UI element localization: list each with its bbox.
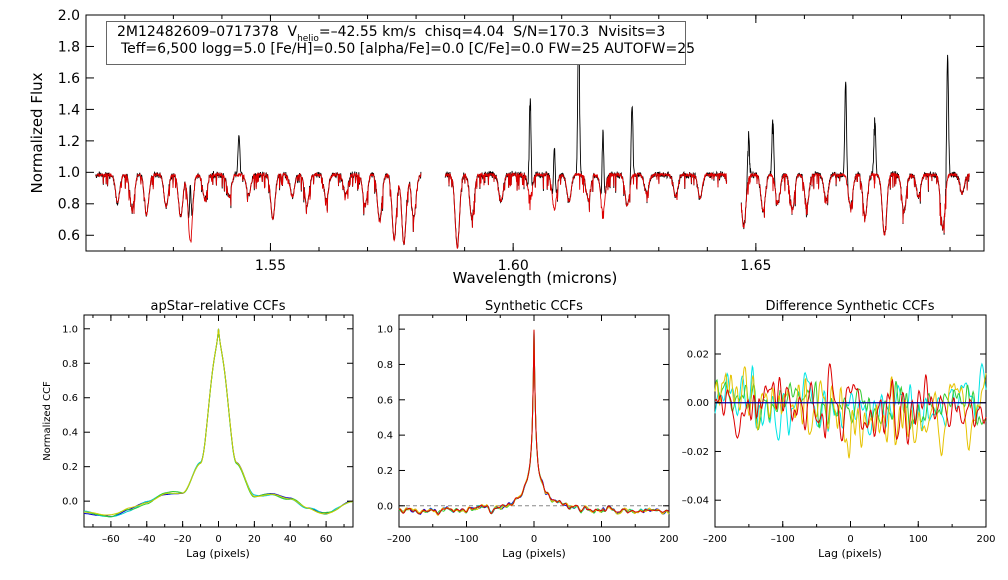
spectrum-ytick-label: 2.0: [58, 8, 80, 24]
synthetic-ccf-ticks: –200 –100 0 100 200 0.0 0.2 0.4 0.6 0.8 1.0: [377, 315, 679, 545]
spectrum-ytick-label: 1.0: [58, 165, 80, 181]
synthetic-ccf-ytick-label: 0.0: [377, 501, 393, 512]
spectrum-ytick-label: 0.8: [58, 197, 80, 213]
apstar-ccf-ytick-label: 0.8: [62, 359, 78, 370]
apstar-ccf-series-line: [84, 328, 354, 516]
apstar-ccf-ytick-label: 0.0: [62, 497, 78, 508]
diff-ccf-title: Difference Synthetic CCFs: [765, 299, 934, 314]
diff-ccf-ytick-label: 0.02: [687, 349, 709, 360]
apstar-ccf-ytick-label: 0.6: [62, 393, 78, 404]
spectrum-ticks: 1.55 1.60 1.65 0.6 0.8 1.0 1.2 1.4 1.6 1.8 2.0: [58, 8, 984, 274]
apstar-ccf-title: apStar–relative CCFs: [151, 299, 286, 314]
apstar-ccf-xtick-label: 20: [248, 534, 261, 545]
spectrum-observed-line: [95, 135, 422, 246]
apstar-ccf-ytick-label: 0.4: [62, 428, 78, 439]
diff-ccf-xtick-label: –200: [703, 534, 727, 545]
spectrum-ytick-label: 1.8: [58, 39, 80, 55]
synthetic-ccf-xtick-label: 100: [592, 534, 611, 545]
synthetic-ccf-ytick-label: 0.4: [377, 431, 393, 442]
apstar-ccf-frame: [83, 314, 354, 528]
spectrum-ytick-label: 0.6: [58, 228, 80, 244]
spectrum-synthetic-line: [740, 172, 970, 237]
synthetic-ccf-panel: –200 –100 0 100 200 0.0 0.2 0.4 0.6 0.8 1.0 Synthe…: [377, 299, 678, 560]
diff-ccf-ticks: –200 –100 0 100 200 –0.04 –0.02 0.00 0.02: [682, 315, 996, 545]
apstar-ccf-xtick-label: –20: [174, 534, 192, 545]
synthetic-ccf-xtick-label: –200: [387, 534, 411, 545]
apstar-ccf-ylabel: Normalized CCF: [42, 381, 53, 461]
spectrum-ytick-label: 1.6: [58, 71, 80, 87]
stellar-params: Teff=6,500 logg=5.0 [Fe/H]=0.50 [alpha/F…: [121, 41, 696, 57]
synthetic-ccf-ytick-label: 0.8: [377, 360, 393, 371]
apstar-ccf-series-line: [84, 328, 354, 518]
diff-ccf-ytick-label: –0.04: [682, 496, 709, 507]
synthetic-ccf-title: Synthetic CCFs: [485, 299, 583, 314]
diff-ccf-xtick-label: 100: [909, 534, 928, 545]
synthetic-ccf-xtick-label: 200: [659, 534, 678, 545]
spectrum-ytick-label: 1.4: [58, 102, 80, 118]
star-info-line2: Teff=6,500 logg=5.0 [Fe/H]=0.50 [alpha/F…: [121, 41, 695, 58]
star-info-box: 2M12482609–0717378 Vhelio=–42.55 km/s ch…: [106, 21, 695, 65]
apstar-ccf-xtick-label: 60: [320, 534, 333, 545]
spectrum-frame: [85, 14, 985, 252]
apstar-ccf-xlabel: Lag (pixels): [186, 547, 250, 560]
synthetic-ccf-xtick-label: 0: [531, 534, 537, 545]
vhelio: Vhelio=–42.55 km/s: [288, 24, 416, 44]
apstar-ccf-xtick-label: 0: [215, 534, 221, 545]
vhelio-subscript: helio: [297, 34, 319, 44]
apstar-ccf-panel: –60 –40 –20 0 20 40 60 0.0 0.2 0.4 0.6 0.8 1.0 apSta…: [42, 299, 354, 560]
synthetic-ccf-ytick-label: 0.6: [377, 395, 393, 406]
diff-ccf-xlabel: Lag (pixels): [818, 547, 882, 560]
synthetic-ccf-ytick-label: 0.2: [377, 466, 393, 477]
apstar-ccf-xtick-label: 40: [284, 534, 297, 545]
chisq: chisq=4.04: [424, 24, 505, 40]
synthetic-ccf-xtick-label: –100: [454, 534, 478, 545]
apstar-ccf-ticks: –60 –40 –20 0 20 40 60 0.0 0.2 0.4 0.6 0.8 1.0: [62, 315, 353, 545]
apstar-ccf-ytick-label: 1.0: [62, 324, 78, 335]
spectrum-xlabel: Wavelength (microns): [453, 269, 618, 287]
diff-ccf-xtick-label: 0: [847, 534, 853, 545]
diff-ccf-ytick-label: –0.02: [682, 447, 709, 458]
apstar-ccf-series-line: [83, 328, 354, 518]
diff-ccf-ytick-label: 0.00: [687, 398, 709, 409]
diff-ccf-xtick-label: 200: [976, 534, 995, 545]
apstar-ccf-xtick-label: –60: [102, 534, 120, 545]
diff-ccf-panel: –200 –100 0 100 200 –0.04 –0.02 0.00 0.02 Differ…: [682, 299, 996, 560]
diff-ccf-series-line: [714, 378, 987, 431]
spectrum-xtick-label: 1.65: [740, 258, 771, 274]
diff-ccf-series-line: [714, 365, 987, 459]
apstar-ccf-xtick-label: –40: [138, 534, 156, 545]
synthetic-ccf-xlabel: Lag (pixels): [502, 547, 566, 560]
spectrum-synthetic-line: [444, 171, 728, 249]
spectrum-synthetic-line: [95, 171, 422, 245]
apstar-ccf-series-line: [84, 328, 354, 518]
diff-ccf-xtick-label: –100: [771, 534, 795, 545]
nvisits: Nvisits=3: [598, 24, 666, 40]
spectrum-xtick-label: 1.55: [255, 258, 286, 274]
star-info-line1: 2M12482609–0717378 Vhelio=–42.55 km/s ch…: [117, 24, 666, 44]
spectrum-panel: 1.55 1.60 1.65 0.6 0.8 1.0 1.2 1.4 1.6 1.8 2.0 Wav…: [28, 8, 985, 287]
star-id: 2M12482609–0717378: [117, 24, 279, 40]
spectrum-observed-line: [740, 54, 970, 236]
diff-ccf-curves: [714, 362, 987, 459]
synthetic-ccf-ytick-label: 1.0: [377, 325, 393, 336]
synthetic-ccf-curves: [398, 329, 670, 516]
spectrum-curves: [95, 23, 970, 249]
signal-to-noise: S/N=170.3: [513, 24, 590, 40]
spectrum-ylabel: Normalized Flux: [28, 72, 46, 193]
spectrum-xtick-label: 1.60: [498, 258, 529, 274]
apstar-ccf-curves: [83, 328, 354, 518]
spectrum-ytick-label: 1.2: [58, 134, 80, 150]
apstar-ccf-ytick-label: 0.2: [62, 462, 78, 473]
synthetic-ccf-series-line: [398, 329, 670, 516]
